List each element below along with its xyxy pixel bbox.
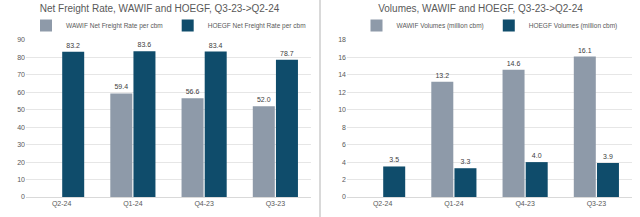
svg-text:16: 16 [338,54,346,61]
svg-text:Q3-23: Q3-23 [266,200,286,208]
svg-text:WAWIF Net Freight Rate per cbm: WAWIF Net Freight Rate per cbm [66,22,163,30]
svg-text:12: 12 [338,89,346,96]
svg-text:Q4-23: Q4-23 [194,200,214,208]
svg-text:10: 10 [338,106,346,113]
svg-text:90: 90 [17,36,25,43]
svg-text:Q4-23: Q4-23 [515,200,535,208]
svg-text:3.9: 3.9 [603,153,613,160]
svg-text:6: 6 [342,141,346,148]
svg-text:4.0: 4.0 [532,152,542,159]
svg-text:14.6: 14.6 [507,60,521,67]
svg-text:60: 60 [17,89,25,96]
svg-text:3.5: 3.5 [389,156,399,163]
svg-text:16.1: 16.1 [578,47,592,54]
svg-text:Q1-24: Q1-24 [444,200,464,208]
svg-text:52.0: 52.0 [257,96,271,103]
svg-text:0: 0 [342,193,346,200]
svg-text:80: 80 [17,54,25,61]
svg-text:Volumes, WAWIF and HOEGF, Q3-2: Volumes, WAWIF and HOEGF, Q3-23->Q2-24 [378,3,583,14]
svg-text:83.6: 83.6 [138,41,152,48]
svg-text:30: 30 [17,141,25,148]
svg-text:HOEGF Volumes (million cbm): HOEGF Volumes (million cbm) [529,22,618,30]
svg-text:78.7: 78.7 [280,50,294,57]
svg-text:0: 0 [21,193,25,200]
svg-text:Q1-24: Q1-24 [123,200,143,208]
svg-text:Q2-24: Q2-24 [373,200,393,208]
svg-text:40: 40 [17,124,25,131]
svg-text:14: 14 [338,71,346,78]
svg-text:Q3-23: Q3-23 [587,200,607,208]
svg-text:Q2-24: Q2-24 [52,200,72,208]
svg-text:20: 20 [17,159,25,166]
svg-text:56.6: 56.6 [186,88,200,95]
svg-text:50: 50 [17,106,25,113]
svg-text:Net Freight Rate, WAWIF and HO: Net Freight Rate, WAWIF and HOEGF, Q3-23… [40,3,280,14]
svg-text:83.4: 83.4 [209,42,223,49]
svg-text:70: 70 [17,71,25,78]
svg-text:13.2: 13.2 [435,72,449,79]
svg-text:18: 18 [338,36,346,43]
svg-text:2: 2 [342,176,346,183]
svg-text:83.2: 83.2 [66,42,80,49]
svg-text:8: 8 [342,124,346,131]
svg-text:10: 10 [17,176,25,183]
svg-text:HOEGF Net Freight Rate per cbm: HOEGF Net Freight Rate per cbm [208,22,306,30]
svg-text:59.4: 59.4 [114,83,128,90]
svg-text:WAWIF Volumes (million cbm): WAWIF Volumes (million cbm) [397,22,484,30]
svg-text:4: 4 [342,159,346,166]
svg-text:3.3: 3.3 [461,158,471,165]
